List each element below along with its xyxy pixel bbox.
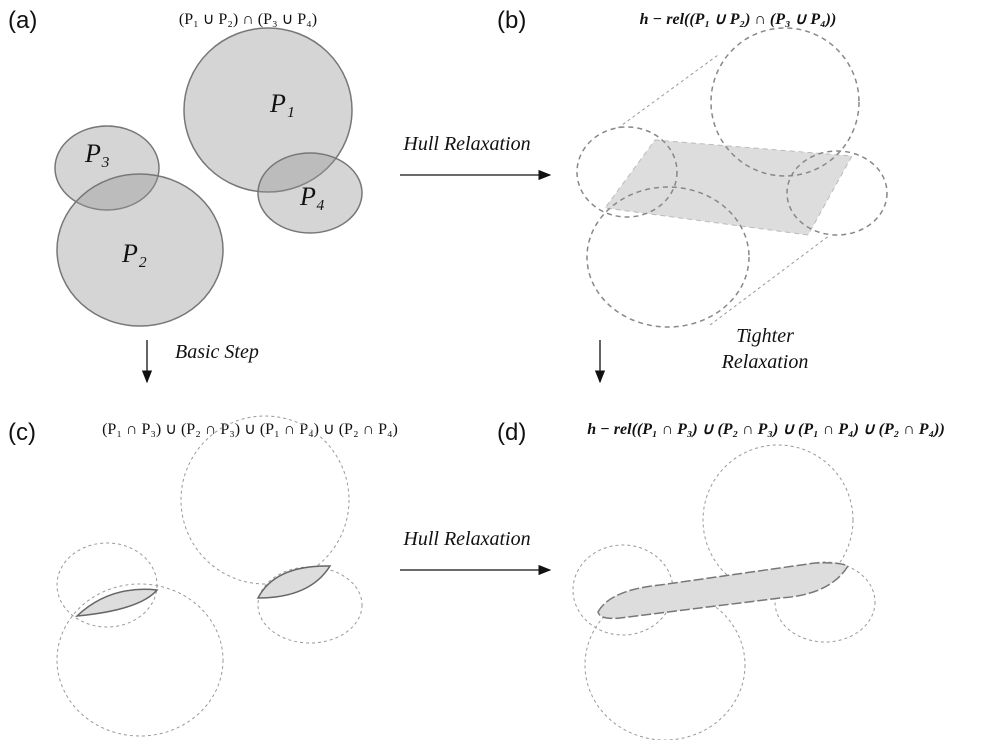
panel-a: P₁ P₂ P₃ P₄ <box>54 27 363 327</box>
region <box>54 125 160 211</box>
panel-label: (a) <box>8 7 37 34</box>
region-outline <box>586 186 750 328</box>
region <box>183 27 353 193</box>
region-outline <box>702 444 854 596</box>
region-outline <box>584 589 746 740</box>
panel-c <box>56 415 363 737</box>
region-outline <box>56 583 224 737</box>
panel-d <box>572 444 876 740</box>
region <box>257 152 363 234</box>
tangent <box>617 54 719 129</box>
panel-b <box>576 27 888 328</box>
hull <box>604 139 853 236</box>
panel-label: (c) <box>8 419 36 446</box>
region-outline <box>774 561 876 643</box>
arrow-label: Relaxation <box>721 351 809 373</box>
arrow-label: Hull Relaxation <box>402 528 530 550</box>
arrow-label: Basic Step <box>175 341 259 363</box>
region-label: P₂ <box>121 239 147 268</box>
arrow-label: Hull Relaxation <box>402 133 530 155</box>
region-outline <box>710 27 860 177</box>
intersection <box>74 588 159 617</box>
formula: h − rel((P₁ ∪ P₂) ∩ (P₃ ∪ P₄)) <box>640 11 837 28</box>
region <box>56 173 224 327</box>
region-label: P₁ <box>269 89 295 118</box>
hull <box>597 562 850 620</box>
region-outline <box>576 126 678 218</box>
region-label: P₃ <box>84 139 110 168</box>
formula: h − rel((P₁ ∩ P₃) ∪ (P₂ ∩ P₃) ∪ (P₁ ∩ P₄… <box>587 421 945 438</box>
intersection <box>256 565 332 599</box>
region-outline <box>786 150 888 236</box>
formula: (P₁ ∪ P₂) ∩ (P₃ ∪ P₄) <box>179 11 317 28</box>
region-label: P₄ <box>299 182 325 211</box>
panel-label: (d) <box>497 419 526 446</box>
formula: (P₁ ∩ P₃) ∪ (P₂ ∩ P₃) ∪ (P₁ ∩ P₄) ∪ (P₂ … <box>102 421 398 438</box>
region-outline <box>56 542 158 628</box>
tangent <box>709 234 831 326</box>
region-outline <box>180 415 350 585</box>
panel-label: (b) <box>497 7 526 34</box>
arrow-label: Tighter <box>736 325 794 347</box>
